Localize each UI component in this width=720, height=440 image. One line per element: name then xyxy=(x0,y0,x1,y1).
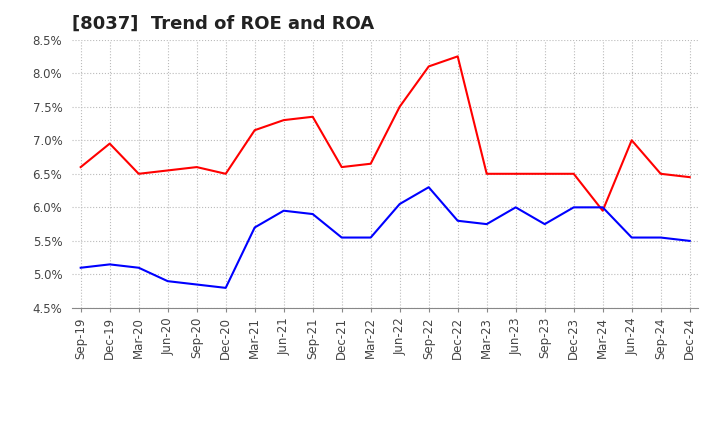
ROE xyxy=(192,165,201,170)
ROE xyxy=(279,117,288,123)
ROA xyxy=(76,265,85,270)
ROA xyxy=(685,238,694,244)
ROA xyxy=(511,205,520,210)
ROA xyxy=(308,211,317,216)
ROE xyxy=(76,165,85,170)
ROE xyxy=(308,114,317,119)
ROA xyxy=(570,205,578,210)
ROE xyxy=(541,171,549,176)
ROA xyxy=(163,279,172,284)
ROA xyxy=(279,208,288,213)
ROE xyxy=(338,165,346,170)
ROE xyxy=(657,171,665,176)
ROE xyxy=(135,171,143,176)
ROE xyxy=(685,175,694,180)
Line: ROE: ROE xyxy=(81,56,690,211)
ROA xyxy=(366,235,375,240)
Text: [8037]  Trend of ROE and ROA: [8037] Trend of ROE and ROA xyxy=(72,15,374,33)
ROA xyxy=(454,218,462,224)
ROE xyxy=(221,171,230,176)
ROA xyxy=(541,221,549,227)
ROA xyxy=(395,202,404,207)
ROE xyxy=(395,104,404,109)
ROA xyxy=(627,235,636,240)
ROA xyxy=(338,235,346,240)
ROE xyxy=(454,54,462,59)
ROE xyxy=(511,171,520,176)
Line: ROA: ROA xyxy=(81,187,690,288)
ROE xyxy=(424,64,433,69)
ROA xyxy=(482,221,491,227)
ROE xyxy=(482,171,491,176)
ROA xyxy=(657,235,665,240)
ROA xyxy=(135,265,143,270)
ROE xyxy=(105,141,114,146)
Legend: ROE, ROA: ROE, ROA xyxy=(298,436,472,440)
ROE xyxy=(251,128,259,133)
ROE xyxy=(598,208,607,213)
ROE xyxy=(163,168,172,173)
ROA xyxy=(424,185,433,190)
ROE xyxy=(366,161,375,166)
ROA xyxy=(192,282,201,287)
ROE xyxy=(627,138,636,143)
ROA xyxy=(598,205,607,210)
ROA xyxy=(221,285,230,290)
ROA xyxy=(251,225,259,230)
ROE xyxy=(570,171,578,176)
ROA xyxy=(105,262,114,267)
